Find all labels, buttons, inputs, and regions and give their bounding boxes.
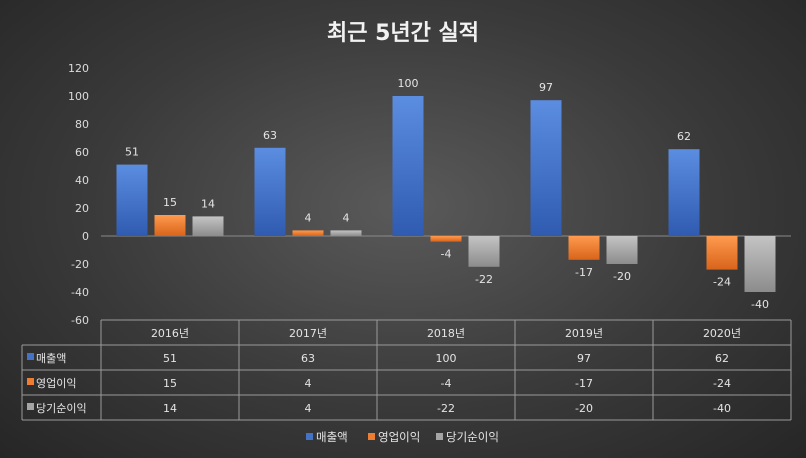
legend: 매출액 영업이익 당기순이익 bbox=[306, 430, 499, 444]
table-cell: -40 bbox=[713, 402, 731, 415]
data-label: 62 bbox=[677, 130, 691, 143]
table-header-cell: 2020년 bbox=[703, 327, 741, 340]
y-tick-label: 20 bbox=[75, 202, 89, 215]
bar bbox=[606, 236, 638, 264]
data-label: 97 bbox=[539, 81, 553, 94]
y-tick-label: 100 bbox=[68, 90, 89, 103]
table-header-cell: 2017년 bbox=[289, 327, 327, 340]
table-cell: 100 bbox=[436, 352, 457, 365]
y-tick-label: 60 bbox=[75, 146, 89, 159]
y-tick-label: -40 bbox=[71, 286, 89, 299]
bar bbox=[116, 164, 148, 236]
legend-key bbox=[436, 433, 443, 440]
table-cell: 63 bbox=[301, 352, 315, 365]
bar bbox=[744, 236, 776, 292]
table-cell: 62 bbox=[715, 352, 729, 365]
data-label: 51 bbox=[125, 146, 139, 159]
y-tick-label: 40 bbox=[75, 174, 89, 187]
bar bbox=[468, 236, 500, 267]
table-header-cell: 2018년 bbox=[427, 327, 465, 340]
table-legend-key bbox=[27, 403, 34, 410]
data-label: -22 bbox=[475, 273, 493, 286]
y-tick-label: 0 bbox=[82, 230, 89, 243]
bar bbox=[668, 149, 700, 236]
table-cell: -22 bbox=[437, 402, 455, 415]
y-tick-label: -20 bbox=[71, 258, 89, 271]
bar bbox=[254, 147, 286, 236]
data-label: 63 bbox=[263, 129, 277, 142]
bar bbox=[192, 216, 224, 236]
data-label: -40 bbox=[751, 298, 769, 311]
data-label: 4 bbox=[343, 211, 350, 224]
data-label: -24 bbox=[713, 276, 731, 289]
legend-label: 영업이익 bbox=[378, 430, 420, 444]
data-label: -4 bbox=[441, 248, 452, 261]
legend-key bbox=[368, 433, 375, 440]
bar bbox=[430, 236, 462, 242]
table-cell: 4 bbox=[305, 402, 312, 415]
table-header-cell: 2016년 bbox=[151, 327, 189, 340]
legend-key bbox=[306, 433, 313, 440]
data-label: 100 bbox=[398, 77, 419, 90]
table-cell: -4 bbox=[441, 377, 452, 390]
y-tick-label: 120 bbox=[68, 62, 89, 75]
data-label: 4 bbox=[305, 211, 312, 224]
chart-title: 최근 5년간 실적 bbox=[327, 21, 479, 46]
table-cell: 51 bbox=[163, 352, 177, 365]
table-row-label: 영업이익 bbox=[36, 377, 76, 390]
table-header-cell: 2019년 bbox=[565, 327, 603, 340]
bar bbox=[154, 215, 186, 236]
data-label: -17 bbox=[575, 266, 593, 279]
bars: 51 15 14 63 4 4 100 -4 -22 97 -17 -20 62 -24 -40 bbox=[101, 77, 791, 311]
table-cell: -20 bbox=[575, 402, 593, 415]
table-cell: -17 bbox=[575, 377, 593, 390]
y-axis: 120 100 80 60 40 20 0 -20 -40 -60 bbox=[68, 62, 89, 327]
y-tick-label: -60 bbox=[71, 314, 89, 327]
data-label: 14 bbox=[201, 197, 215, 210]
legend-label: 매출액 bbox=[316, 430, 348, 444]
table-row-label: 당기순이익 bbox=[36, 402, 87, 415]
table-legend-key bbox=[27, 378, 34, 385]
bar bbox=[330, 230, 362, 236]
legend-label: 당기순이익 bbox=[446, 430, 499, 444]
bar bbox=[530, 100, 562, 236]
bar bbox=[706, 236, 738, 270]
table-cell: 97 bbox=[577, 352, 591, 365]
bar bbox=[392, 96, 424, 236]
data-label: 15 bbox=[163, 196, 177, 209]
bar bbox=[292, 230, 324, 236]
table-cell: 4 bbox=[305, 377, 312, 390]
table-row-label: 매출액 bbox=[36, 352, 66, 365]
data-label: -20 bbox=[613, 270, 631, 283]
table-cell: 14 bbox=[163, 402, 177, 415]
table-cell: -24 bbox=[713, 377, 731, 390]
bar bbox=[568, 236, 600, 260]
y-tick-label: 80 bbox=[75, 118, 89, 131]
table-legend-key bbox=[27, 353, 34, 360]
table-cell: 15 bbox=[163, 377, 177, 390]
